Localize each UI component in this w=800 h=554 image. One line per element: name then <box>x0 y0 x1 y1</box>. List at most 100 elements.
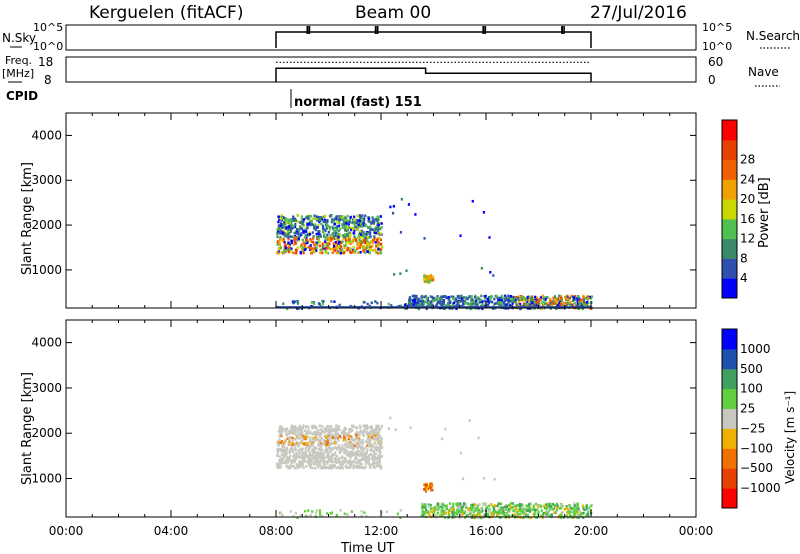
rti-cell <box>355 461 358 465</box>
rti-cell <box>582 296 586 300</box>
rti-cell <box>284 449 287 453</box>
rti-cell <box>492 274 495 277</box>
rti-cell <box>309 451 312 454</box>
rti-cell <box>566 511 569 515</box>
rti-cell <box>540 509 543 512</box>
rti-cell <box>305 445 308 449</box>
rti-cell <box>322 300 325 303</box>
rti-cell <box>529 502 532 506</box>
rti-cell <box>276 230 280 234</box>
rti-cell <box>455 297 458 301</box>
rti-cell <box>346 222 349 225</box>
rti-cell <box>308 458 311 462</box>
rti-cell <box>346 248 349 252</box>
rti-cell <box>370 240 373 243</box>
rti-cell <box>549 502 552 506</box>
rti-cell <box>500 301 503 305</box>
rti-cell <box>549 514 552 518</box>
rti-cell <box>303 434 306 438</box>
rti-cell <box>325 445 328 448</box>
rti-cell <box>361 442 364 445</box>
rti-cell <box>288 231 291 235</box>
rti-cell <box>454 511 457 515</box>
rti-cell <box>493 297 496 301</box>
rti-cell <box>292 455 295 459</box>
rti-cell <box>440 508 443 512</box>
rti-cell <box>468 295 471 298</box>
rti-cell <box>283 454 287 457</box>
rti-cell <box>279 246 282 249</box>
rti-cell <box>307 245 310 249</box>
rti-cell <box>366 437 369 440</box>
colorbar-segment <box>722 488 737 509</box>
rti-cell <box>284 460 287 464</box>
rti-cell <box>310 459 313 463</box>
rti-cell <box>337 425 340 428</box>
rti-cell <box>332 242 335 245</box>
rti-cell <box>546 301 549 305</box>
rti-cell <box>358 439 362 443</box>
rti-cell <box>359 466 362 469</box>
rti-cell <box>573 301 576 305</box>
rti-cell <box>327 451 330 455</box>
rti-cell <box>375 431 378 434</box>
rti-cell <box>546 511 549 515</box>
rti-cell <box>385 510 389 514</box>
rti-cell <box>288 440 291 444</box>
rti-cell <box>298 426 301 429</box>
rti-cell <box>354 460 357 464</box>
rti-cell <box>535 296 538 300</box>
rti-cell <box>522 298 525 302</box>
rti-cell <box>471 514 474 517</box>
rti-cell <box>376 461 379 465</box>
rti-cell <box>319 452 322 455</box>
rti-cell <box>437 505 440 509</box>
rti-cell <box>303 246 306 249</box>
rti-cell <box>451 507 454 511</box>
rti-cell <box>553 511 556 514</box>
rti-cell <box>445 507 448 510</box>
rti-cell <box>339 446 342 450</box>
rti-cell <box>313 459 316 462</box>
rti-cell <box>303 236 307 239</box>
rti-cell <box>337 439 340 442</box>
rti-cell <box>288 456 291 460</box>
rti-cell <box>348 428 351 431</box>
rti-cell <box>314 430 317 434</box>
rti-cell <box>298 463 302 467</box>
power-colorbar-tick: 12 <box>740 232 755 246</box>
rti-cell <box>300 464 303 468</box>
velocity-colorbar-tick: −100 <box>740 441 773 455</box>
rti-cell <box>343 443 346 446</box>
rti-cell <box>501 506 504 510</box>
rti-cell <box>370 426 373 430</box>
rti-cell <box>465 296 468 299</box>
rti-cell <box>311 426 314 429</box>
rti-cell <box>289 510 292 513</box>
rti-cell <box>466 513 469 517</box>
rti-cell <box>531 299 534 302</box>
rti-cell <box>280 231 283 234</box>
rti-cell <box>372 463 375 467</box>
rti-cell <box>288 466 292 470</box>
rti-cell <box>347 226 351 229</box>
rti-cell <box>284 246 288 250</box>
rti-cell <box>357 223 360 227</box>
rti-cell <box>553 503 556 507</box>
rti-cell <box>333 441 336 445</box>
rti-cell <box>411 294 414 298</box>
rti-cell <box>295 251 298 255</box>
rti-cell <box>550 513 553 516</box>
rti-cell <box>474 506 477 510</box>
rti-cell <box>332 244 336 248</box>
rti-cell <box>353 250 356 254</box>
rti-cell <box>320 433 323 436</box>
rti-cell <box>334 217 337 221</box>
rti-cell <box>351 460 354 464</box>
rti-cell <box>486 297 489 301</box>
rti-cell <box>278 243 281 247</box>
rti-cell <box>587 507 590 511</box>
rti-cell <box>293 466 297 470</box>
rti-cell <box>347 466 350 470</box>
rti-cell <box>302 441 306 445</box>
